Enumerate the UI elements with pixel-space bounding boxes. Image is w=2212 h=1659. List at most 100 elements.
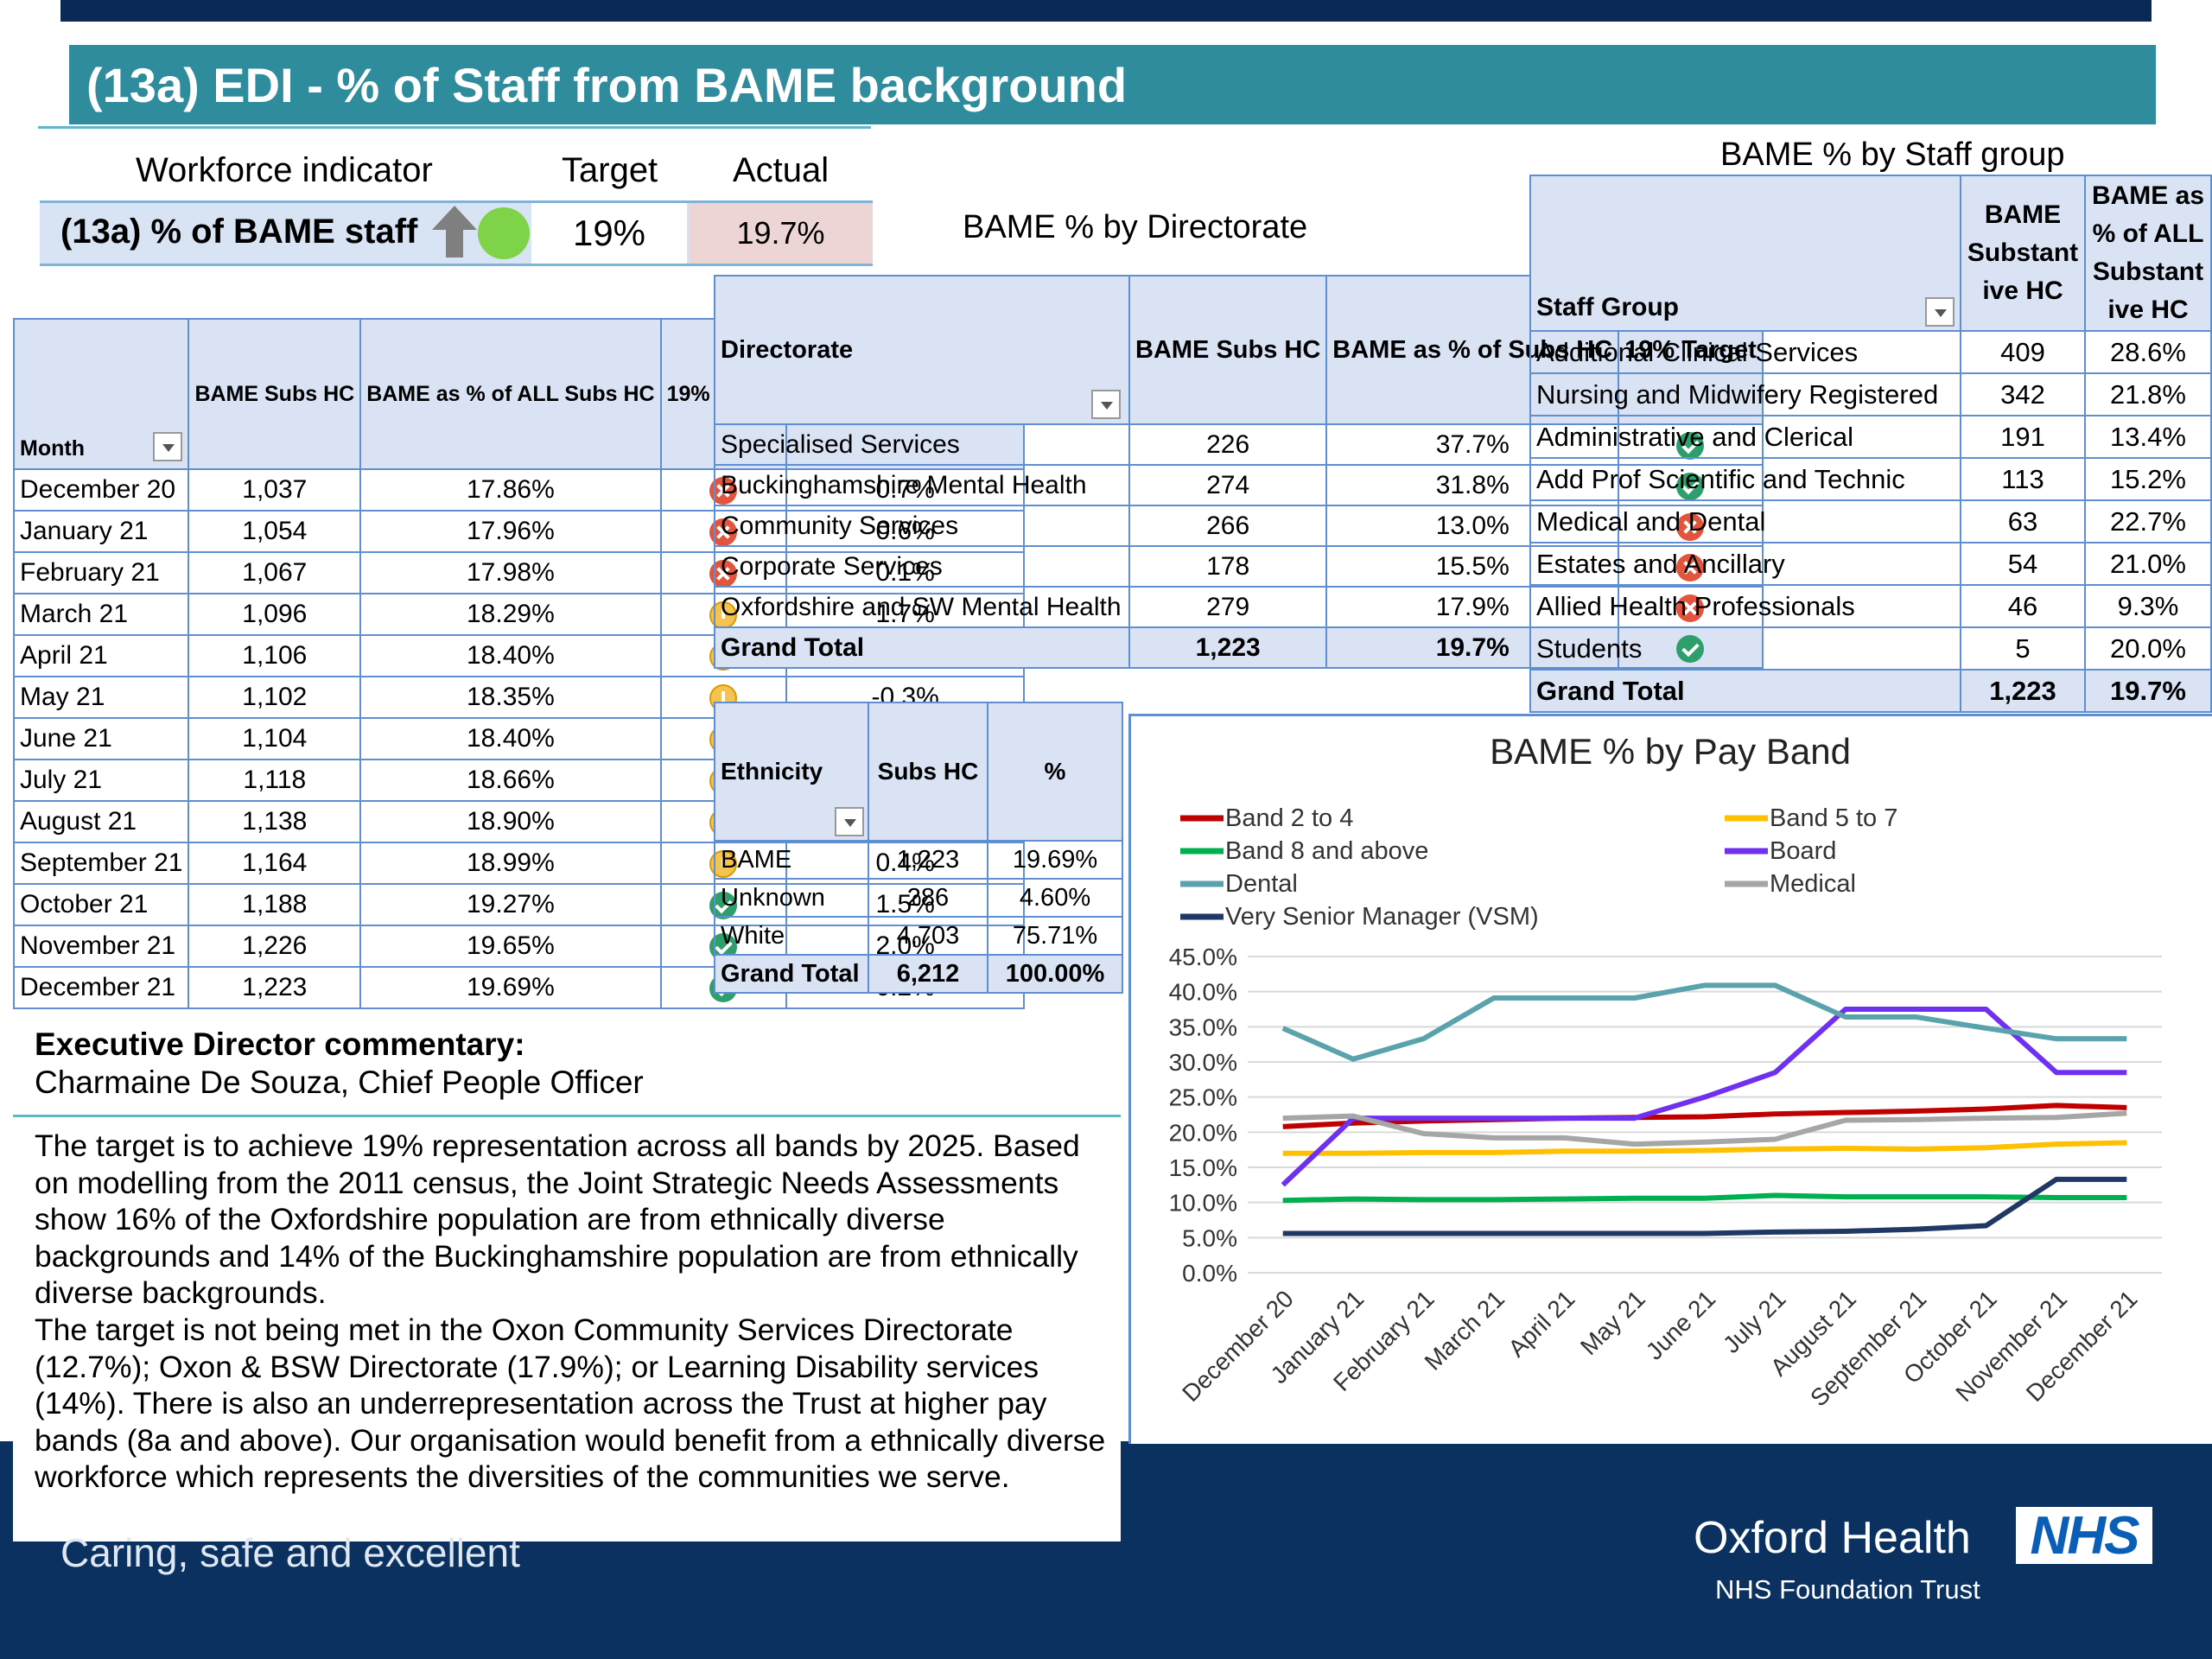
hc-cell: 191 [1960, 415, 2086, 459]
legend-label: Band 8 and above [1225, 837, 1428, 865]
hc-cell: 1,106 [188, 634, 362, 677]
month-cell: January 21 [12, 510, 190, 553]
hc-cell: 1,104 [188, 717, 362, 760]
hc-cell: 1,096 [188, 593, 362, 636]
kpi-header-actual: Actual [733, 151, 830, 189]
hc-cell: 342 [1960, 372, 2086, 416]
series-line [1281, 982, 2127, 1062]
top-bar [60, 0, 2152, 22]
pct-cell: 75.71% [987, 916, 1123, 956]
directorate-name-cell: Buckinghamshire Mental Health [714, 464, 1130, 506]
y-tick-label: 40.0% [1169, 979, 1237, 1006]
table-row: Administrative and Clerical 191 13.4% [1529, 415, 2212, 459]
eth-hc-header: Subs HC [868, 702, 988, 842]
x-tick-label: December 20 [1177, 1285, 1299, 1407]
directorate-caption: BAME % by Directorate [963, 209, 1308, 245]
table-row: Medical and Dental 63 22.7% [1529, 499, 2212, 543]
x-tick-label: June 21 [1641, 1285, 1720, 1364]
pct-cell: 15.2% [2084, 457, 2212, 501]
hc-cell: 1,226 [188, 925, 362, 968]
series-line [1281, 1007, 2127, 1187]
month-cell: July 21 [12, 759, 190, 802]
y-tick-label: 45.0% [1169, 944, 1237, 970]
ethnicity-header: Ethnicity [714, 702, 869, 842]
total-hc: 1,223 [1128, 626, 1328, 669]
pct-cell: 28.6% [2084, 330, 2212, 374]
footer-slogan: Caring, safe and excellent [60, 1530, 520, 1575]
total-row: Grand Total 6,212 100.00% [714, 954, 1123, 994]
month-cell: February 21 [12, 551, 190, 594]
ethnicity-name-cell: White [714, 916, 869, 956]
directorate-name-cell: Specialised Services [714, 423, 1130, 466]
total-hc: 1,223 [1960, 669, 2086, 713]
month-cell: December 21 [12, 966, 190, 1009]
pct-cell: 4.60% [987, 878, 1123, 918]
hc-cell: 1,067 [188, 551, 362, 594]
commentary-panel [13, 1013, 1121, 1541]
series-line [1282, 1192, 2127, 1204]
staff-group-name-cell: Administrative and Clerical [1529, 415, 1961, 459]
directorate-header-label: Directorate [721, 336, 854, 364]
total-pct: 19.7% [2084, 669, 2212, 713]
page-title-bar: (13a) EDI - % of Staff from BAME backgro… [69, 45, 2156, 124]
pct-cell: 22.7% [2084, 499, 2212, 543]
hc-cell: 279 [1128, 586, 1328, 628]
pct-cell: 17.98% [359, 551, 662, 594]
green-dot-icon [478, 207, 530, 259]
x-tick-label: May 21 [1575, 1285, 1650, 1360]
pct-cell: 18.90% [359, 800, 662, 843]
pct-cell: 18.40% [359, 717, 662, 760]
month-header: Month [12, 318, 190, 470]
hc-cell: 1,118 [188, 759, 362, 802]
hc-cell: 1,223 [868, 840, 988, 880]
hc-cell: 266 [1128, 505, 1328, 547]
hc-cell: 1,164 [188, 842, 362, 885]
pct-cell: 21.8% [2084, 372, 2212, 416]
directorate-name-cell: Corporate Services [714, 545, 1130, 588]
staff-group-name-cell: Add Prof Scientific and Technic [1529, 457, 1961, 501]
sg-hc-header: BAME Substant ive HC [1960, 175, 2086, 332]
hc-cell: 1,102 [188, 676, 362, 719]
hc-cell: 1,223 [188, 966, 362, 1009]
month-filter-icon[interactable] [153, 432, 183, 461]
staff-group-name-cell: Students [1529, 626, 1961, 671]
hc-cell: 274 [1128, 464, 1328, 506]
footer-org-sub: NHS Foundation Trust [1715, 1574, 1980, 1605]
pct-cell: 17.86% [359, 468, 662, 512]
total-hc: 6,212 [868, 954, 988, 994]
pct-cell: 19.69% [359, 966, 662, 1009]
bame-subs-hc-header: BAME Subs HC [188, 318, 362, 470]
hc-cell: 46 [1960, 584, 2086, 628]
pct-cell: 13.4% [2084, 415, 2212, 459]
staff-group-header-label: Staff Group [1536, 293, 1679, 321]
month-cell: April 21 [12, 634, 190, 677]
staff-group-name-cell: Estates and Ancillary [1529, 542, 1961, 586]
hc-cell: 4,703 [868, 916, 988, 956]
hc-cell: 286 [868, 878, 988, 918]
commentary-text: The target is to achieve 19% representat… [35, 1128, 1115, 1496]
hc-cell: 178 [1128, 545, 1328, 588]
table-row: Add Prof Scientific and Technic 113 15.2% [1529, 457, 2212, 501]
commentary-author: Charmaine De Souza, Chief People Officer [35, 1065, 644, 1100]
directorate-header: Directorate [714, 275, 1130, 425]
staff-group-sort-icon[interactable] [1925, 297, 1955, 327]
monthly-table: Month BAME Subs HC BAME as % of ALL Subs… [12, 318, 1026, 1009]
y-tick-label: 5.0% [1182, 1224, 1237, 1251]
pct-cell: 9.3% [2084, 584, 2212, 628]
month-cell: October 21 [12, 883, 190, 926]
kpi-header-indicator: Workforce indicator [136, 151, 433, 189]
table-row: Estates and Ancillary 54 21.0% [1529, 542, 2212, 586]
directorate-filter-icon[interactable] [1091, 390, 1121, 419]
legend-label: Band 2 to 4 [1225, 804, 1353, 832]
hc-cell: 54 [1960, 542, 2086, 586]
staff-group-name-cell: Medical and Dental [1529, 499, 1961, 543]
table-row: Students 5 20.0% [1529, 626, 2212, 671]
ethnicity-filter-icon[interactable] [835, 807, 864, 836]
footer-org-name: Oxford Health [1694, 1513, 1971, 1563]
month-cell: December 20 [12, 468, 190, 512]
legend-label: Medical [1770, 870, 1856, 898]
pct-cell: 19.69% [987, 840, 1123, 880]
y-tick-label: 30.0% [1169, 1049, 1237, 1076]
commentary-paragraph: The target is not being met in the Oxon … [35, 1312, 1106, 1495]
staff-group-table-body: Additional Clinical Services 409 28.6% Nurs… [1529, 330, 2212, 713]
